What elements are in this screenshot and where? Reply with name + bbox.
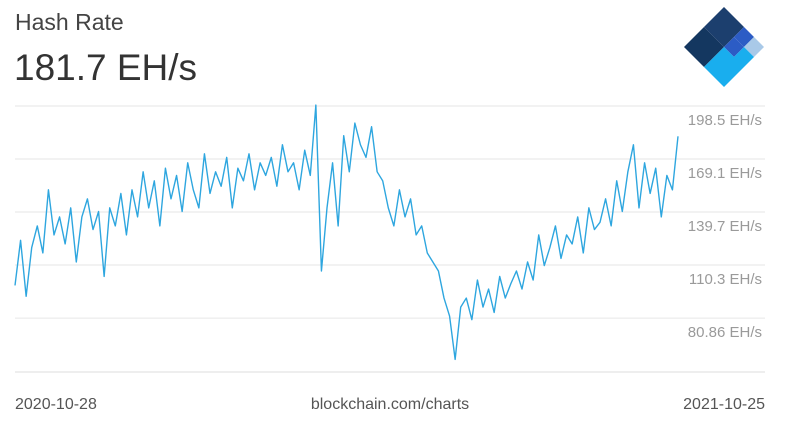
chart-title: Hash Rate [15,9,124,35]
source: blockchain.com/charts [311,396,469,413]
current-value: 181.7 EH/s [14,47,197,88]
y-tick-label: 139.7 EH/s [688,218,762,235]
y-tick-label: 80.86 EH/s [688,324,762,341]
x-tick-label: 2021-10-25 [683,396,765,413]
logo [684,7,764,87]
y-tick-label: 110.3 EH/s [689,271,762,288]
data-line [14,104,679,361]
x-tick-label: 2020-10-28 [15,396,97,413]
y-tick-label: 169.1 EH/s [688,165,762,182]
y-tick-label: 198.5 EH/s [688,112,762,129]
